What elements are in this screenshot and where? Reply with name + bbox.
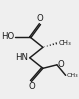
Text: O: O [36, 14, 43, 23]
Text: O: O [28, 82, 35, 91]
Text: HN: HN [15, 53, 28, 62]
Text: HO: HO [1, 32, 14, 41]
Text: O: O [58, 60, 65, 69]
Text: CH₃: CH₃ [59, 40, 71, 46]
Text: CH₃: CH₃ [67, 73, 78, 78]
